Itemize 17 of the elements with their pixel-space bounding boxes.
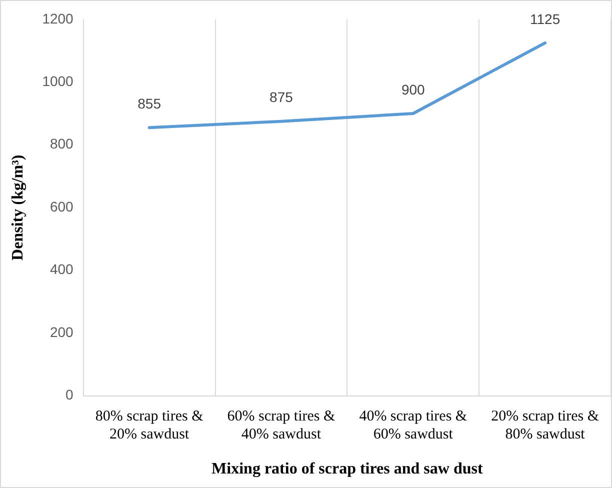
y-axis-title: Density (kg/m³) xyxy=(10,154,27,260)
y-tick-label: 200 xyxy=(50,324,74,340)
data-label: 1125 xyxy=(530,10,560,27)
y-tick-label: 600 xyxy=(50,198,74,214)
y-tick-label: 1200 xyxy=(42,10,74,26)
y-tick-label: 1000 xyxy=(42,72,74,89)
data-label: 875 xyxy=(270,89,294,106)
x-tick-label: 80% scrap tires & 20% sawdust xyxy=(95,408,204,443)
y-tick-label: 800 xyxy=(50,136,74,152)
x-tick-label: 40% scrap tires & 60% sawdust xyxy=(359,408,468,443)
y-tick-label: 0 xyxy=(66,386,74,403)
data-label: 900 xyxy=(401,81,426,98)
data-label: 855 xyxy=(138,95,162,112)
y-tick-label: 400 xyxy=(50,261,74,278)
x-tick-label: 60% scrap tires & 40% sawdust xyxy=(227,408,336,443)
x-tick-label: 20% scrap tires & 80% sawdust xyxy=(491,408,600,443)
x-axis-title: Mixing ratio of scrap tires and saw dust xyxy=(212,460,484,478)
